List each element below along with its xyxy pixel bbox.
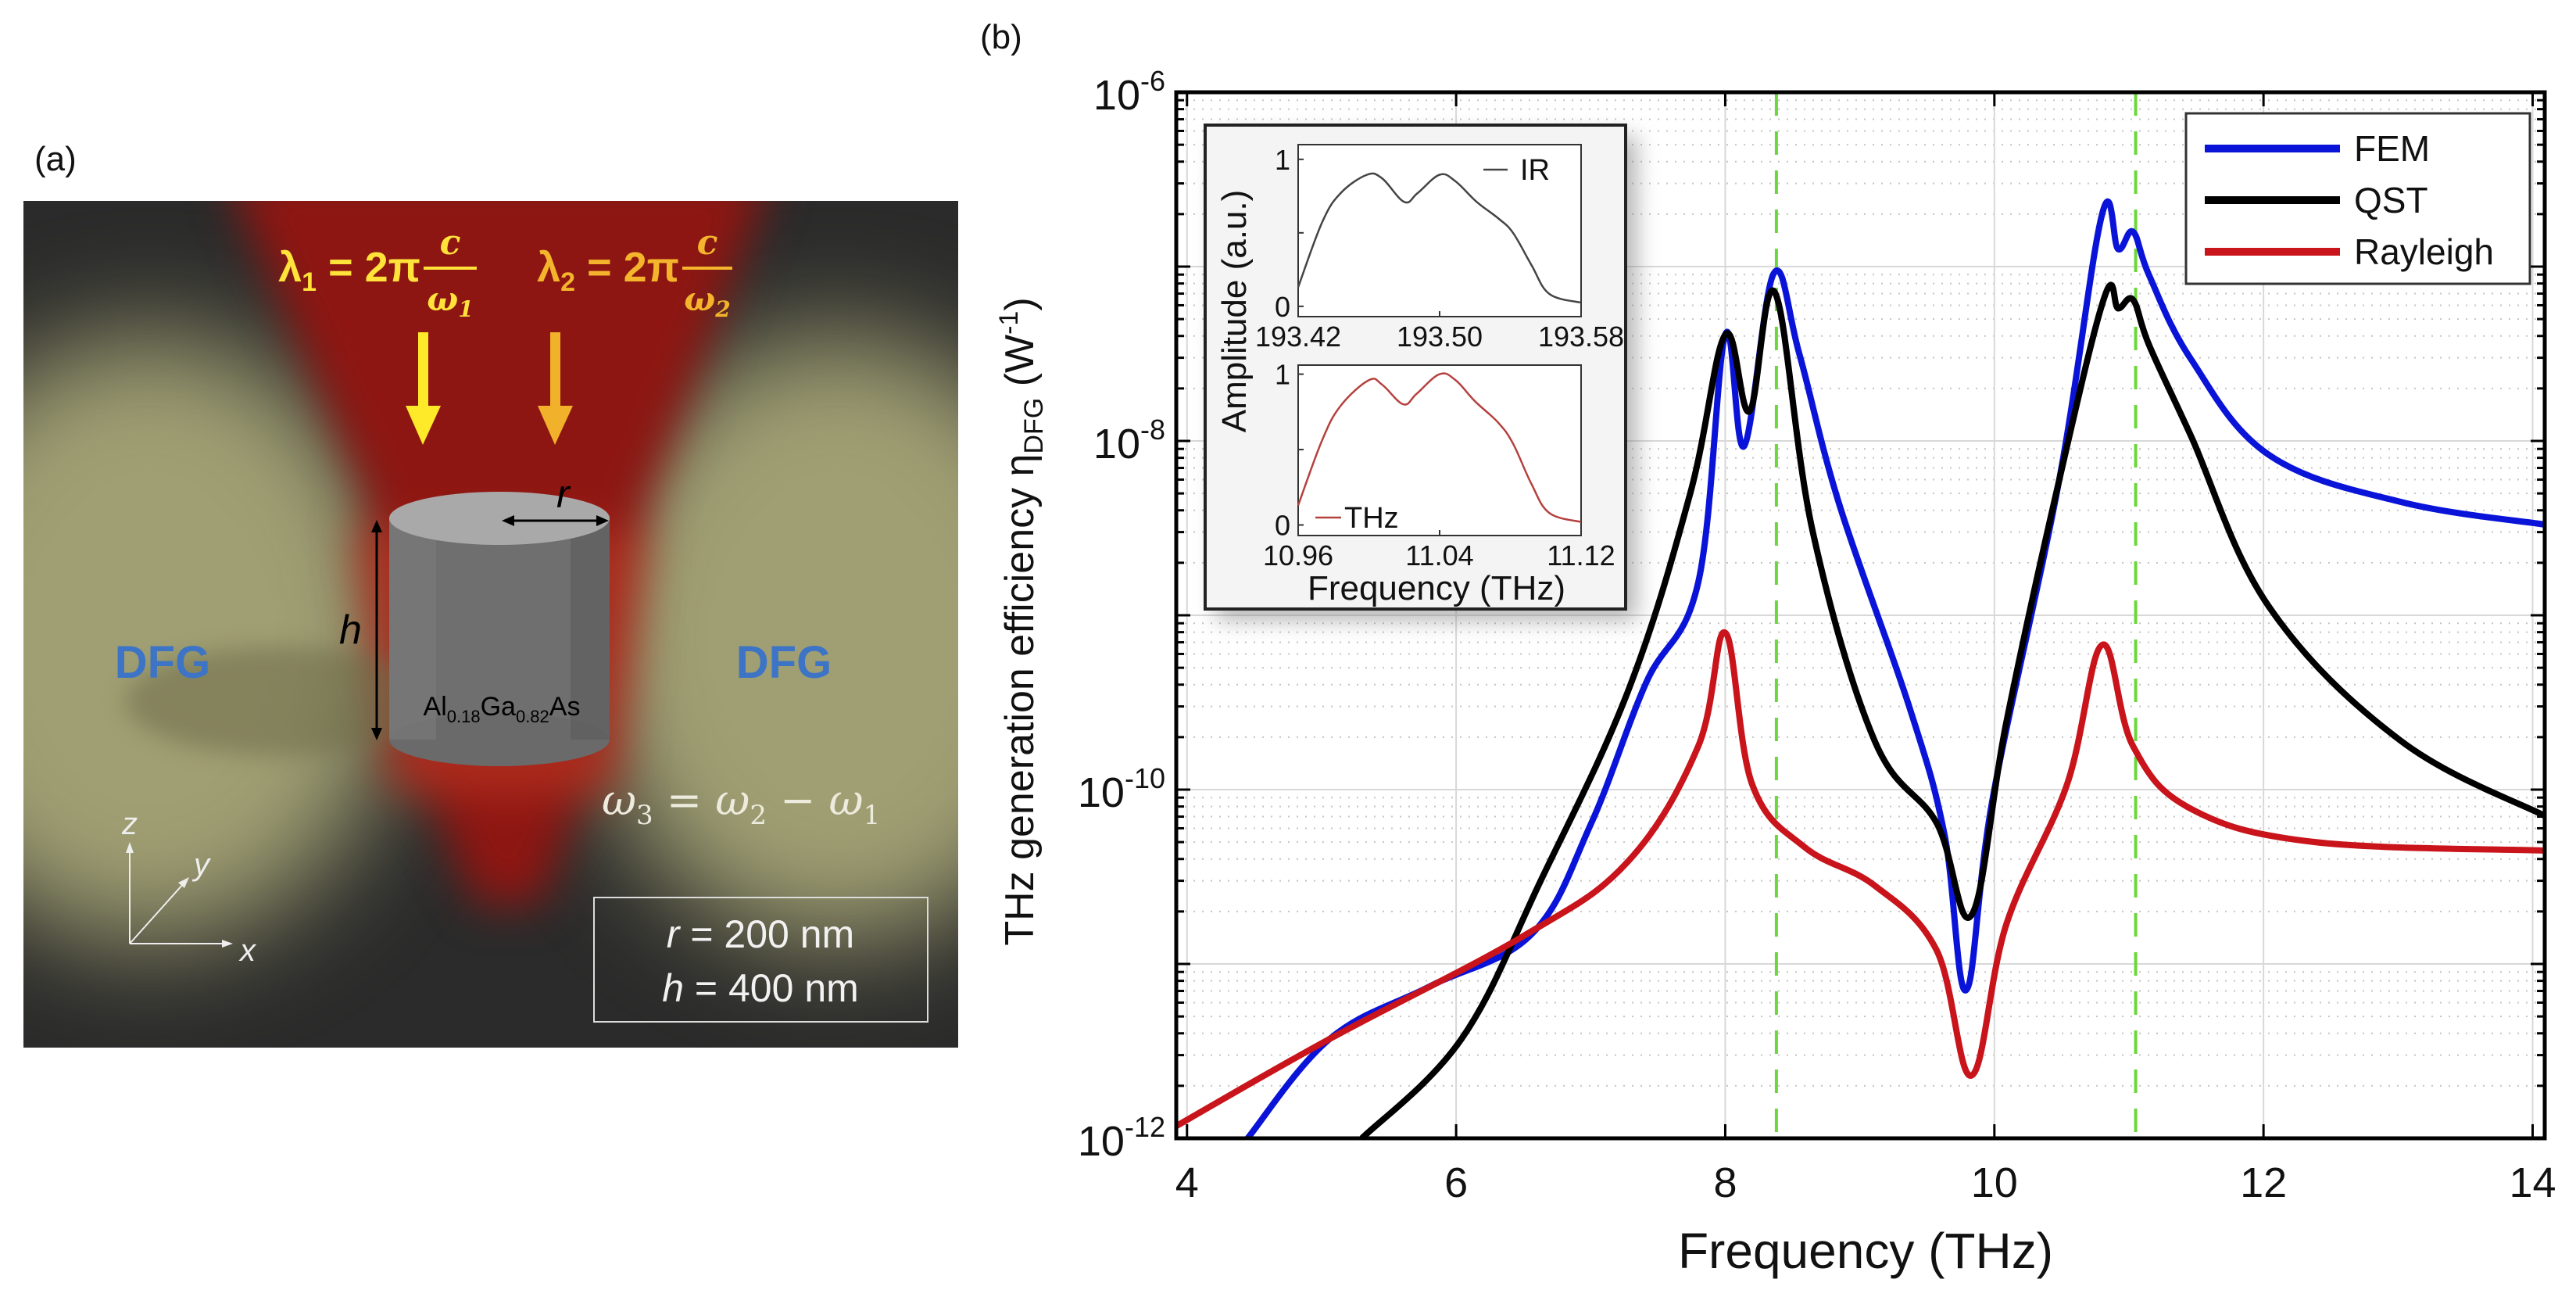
pump-arrow-2-icon <box>538 332 573 445</box>
dfg-glow <box>23 334 958 944</box>
inset-legend-label-thz: THz <box>1344 502 1399 535</box>
legend-label-qst: QST <box>2354 180 2428 220</box>
inset-y-label: Amplitude (a.u.) <box>1215 190 1254 433</box>
dfg-label-left: DFG <box>115 637 210 688</box>
inset-x-tick-label: 10.96 <box>1263 539 1333 571</box>
cylinder-shadow <box>125 647 438 756</box>
inset-y-tick-label: 0 <box>1275 509 1290 541</box>
inset-y-tick-label: 0 <box>1275 291 1290 323</box>
nanocylinder <box>389 492 610 766</box>
parameters-box <box>593 897 928 1023</box>
inset-axes-frame <box>1297 364 1582 536</box>
series-rayleigh-line <box>1175 629 2546 1129</box>
frequency-relation: ω3 = ω2 − ω1 <box>602 776 880 831</box>
schematic-panel: λ1 = 2π c ω1 λ2 = 2π c ω2 r <box>23 201 958 1048</box>
x-tick-label: 14 <box>2509 1159 2556 1206</box>
x-tick-label: 4 <box>1175 1159 1199 1206</box>
height-value: h = 400 nm <box>662 966 859 1010</box>
inset-x-label: Frequency (THz) <box>1308 569 1565 607</box>
material-label: Al0.18Ga0.82As <box>424 692 581 726</box>
inset-x-tick-label: 193.50 <box>1397 321 1483 353</box>
legend-label-fem: FEM <box>2354 128 2430 169</box>
y-tick-label: 10-12 <box>1078 1111 1165 1165</box>
y-axis-label: THz generation efficiency ηDFG (W-1) <box>994 297 1049 945</box>
chart-axes <box>1174 90 2547 1141</box>
lambda2-numerator: c <box>697 223 718 263</box>
lambda1-label: λ1 = 2π <box>278 244 420 297</box>
y-tick-label: 10-6 <box>1093 65 1165 119</box>
x-tick-label: 10 <box>1971 1159 2018 1206</box>
axis-z-label: z <box>121 807 138 841</box>
lambda1-denominator: ω1 <box>427 280 473 322</box>
pump-arrow-1-icon <box>406 332 441 445</box>
chart-series <box>1175 198 2546 1141</box>
lambda2-label: λ2 = 2π <box>537 244 679 297</box>
height-label: h <box>339 607 362 653</box>
x-tick-label: 6 <box>1444 1159 1468 1206</box>
x-axis-label: Frequency (THz) <box>1678 1223 2053 1279</box>
lambda2-denominator: ω2 <box>684 280 730 322</box>
x-tick-label: 8 <box>1713 1159 1737 1206</box>
inset-legend-label-ir: IR <box>1520 154 1550 187</box>
series-qst-line <box>1359 281 2546 1141</box>
y-tick-label: 10-8 <box>1093 414 1165 468</box>
y-tick-label: 10-10 <box>1078 762 1165 816</box>
panel-b-label: (b) <box>980 18 1022 56</box>
axis-y-label: y <box>191 847 212 882</box>
inset-axes-frame <box>1297 144 1582 317</box>
inset: 193.42 193.50 193.58 0 1 IR 10.96 11.04 11.12 0 1 T… <box>1204 124 1637 620</box>
axis-x-label: x <box>238 933 257 968</box>
inset-x-tick-label: 193.58 <box>1538 321 1624 353</box>
radius-value: r = 200 nm <box>667 912 854 956</box>
legend: FEM QST Rayleigh <box>2184 112 2531 285</box>
inset-x-tick-label: 11.12 <box>1547 539 1615 571</box>
x-tick-label: 12 <box>2240 1159 2287 1206</box>
legend-label-rayleigh: Rayleigh <box>2354 231 2494 272</box>
radius-arrow-icon <box>502 515 609 526</box>
resonance-markers <box>1774 92 2138 1138</box>
inset-subplot-ir: 193.42 193.50 193.58 0 1 IR <box>1255 144 1624 353</box>
inset-y-tick-label: 1 <box>1275 144 1290 176</box>
inset-x-tick-label: 11.04 <box>1405 539 1473 571</box>
series-fem-line <box>1245 198 2546 1141</box>
height-arrow-icon <box>371 520 382 740</box>
inset-subplot-thz: 10.96 11.04 11.12 0 1 THz <box>1263 359 1615 571</box>
inset-x-tick-label: 193.42 <box>1255 321 1341 353</box>
panel-a-label: (a) <box>34 140 77 178</box>
radius-label: r <box>556 472 571 516</box>
inset-ir-line <box>1297 172 1582 304</box>
inset-thz-line <box>1297 372 1582 523</box>
lambda1-numerator: c <box>440 223 461 263</box>
dfg-label-right: DFG <box>736 637 832 688</box>
inset-y-tick-label: 1 <box>1275 359 1290 391</box>
coordinate-axes-icon <box>126 842 233 948</box>
